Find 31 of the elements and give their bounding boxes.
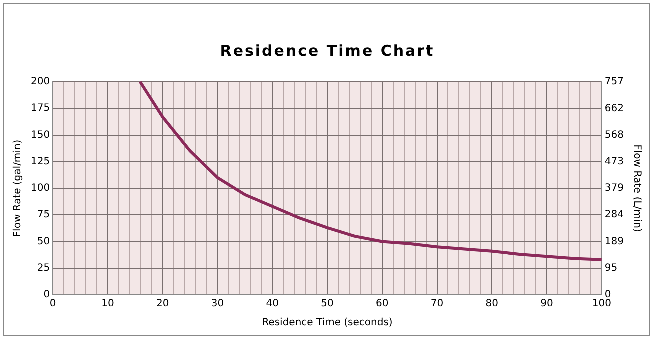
x-tick-label: 70 [430,298,444,310]
y-tick-label: 125 [30,156,50,168]
x-tick-label: 10 [102,298,114,310]
y2-tick-label: 568 [604,130,624,141]
x-tick-label: 90 [540,298,554,310]
x-tick-label: 100 [592,298,612,310]
y2-axis-title: Flow Rate (L/min) [631,144,642,232]
chart-title: Residence Time Chart [219,42,436,60]
y2-tick-label: 284 [604,210,624,221]
y-tick-label: 25 [37,262,50,274]
x-tick-label: 20 [156,298,170,310]
x-tick-label: 60 [376,298,389,310]
y2-tick-label: 662 [604,103,624,114]
y2-tick-label: 757 [604,76,624,88]
x-axis-title: Residence Time (seconds) [262,318,393,329]
y-tick-label: 150 [30,130,50,141]
y-axis-title: Flow Rate (gal/min) [12,140,24,238]
x-tick-label: 30 [211,298,224,310]
y2-tick-label: 95 [604,262,618,274]
y-tick-label: 0 [44,290,50,301]
y-tick-label: 75 [37,210,50,221]
y2-tick-label: 189 [604,236,624,248]
y-tick-label: 50 [37,236,50,248]
y-tick-label: 100 [30,183,50,194]
y-tick-label: 175 [30,103,50,114]
x-tick-label: 80 [486,298,499,310]
x-tick-label: 40 [266,298,279,310]
y2-tick-label: 379 [604,182,624,194]
y2-tick-label: 473 [604,156,624,168]
x-tick-label: 50 [321,298,334,310]
y-tick-label: 200 [30,76,50,88]
